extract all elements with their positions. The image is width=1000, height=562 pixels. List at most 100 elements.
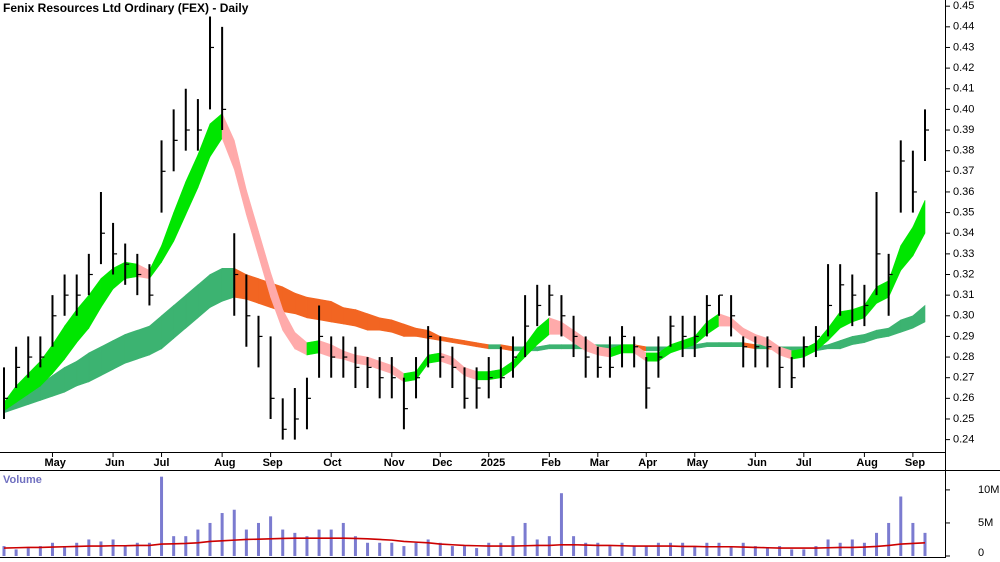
ribbon-segment	[100, 340, 114, 377]
volume-bar	[463, 546, 466, 556]
volume-bar	[208, 522, 212, 556]
volume-bar	[572, 536, 576, 556]
x-tick-label: Sep	[263, 457, 283, 469]
volume-bar	[487, 542, 491, 556]
volume-bar	[765, 548, 769, 556]
ribbon-segment	[124, 329, 138, 364]
volume-bar	[790, 549, 794, 556]
y-tick-label: 0.44	[953, 21, 974, 33]
volume-bar	[875, 532, 879, 556]
ribbon-segment	[221, 268, 235, 302]
volume-tick-label: 5M	[978, 517, 993, 529]
ribbon-segment	[88, 346, 102, 383]
y-tick-label: 0.36	[953, 186, 974, 198]
volume-bar	[99, 541, 103, 556]
volume-bar	[669, 542, 673, 556]
y-tick-label: 0.40	[953, 103, 974, 115]
ribbon-segment	[306, 340, 320, 356]
ribbon-segment	[597, 346, 611, 358]
volume-bar	[475, 548, 479, 556]
y-tick-label: 0.31	[953, 289, 974, 301]
volume-bar	[620, 542, 624, 556]
volume-bar	[656, 542, 660, 556]
volume-bar	[26, 548, 30, 556]
ribbon-segment	[561, 344, 574, 350]
volume-bar	[378, 542, 382, 556]
ribbon-segment	[209, 267, 223, 309]
volume-bar	[111, 539, 115, 556]
x-tick-label: Aug	[856, 457, 877, 469]
volume-bar	[523, 522, 527, 556]
x-tick-label: Dec	[432, 457, 452, 469]
ribbon-segment	[318, 298, 332, 323]
ribbon-segment	[912, 200, 926, 257]
volume-bar	[353, 536, 357, 556]
ribbon-segment	[791, 348, 805, 360]
volume-bar	[50, 542, 54, 556]
ribbon-segment	[355, 354, 368, 366]
volume-bar	[741, 542, 745, 556]
volume-bar	[899, 496, 903, 556]
volume-bar	[366, 542, 370, 556]
ribbon-segment	[379, 317, 393, 333]
ribbon-segment	[294, 292, 308, 319]
volume-bar	[293, 532, 297, 556]
ribbon-segment	[476, 371, 490, 381]
volume-bar	[644, 546, 648, 556]
volume-tick-label: 0	[978, 547, 984, 559]
volume-bar	[402, 546, 406, 556]
volume-bar	[317, 529, 321, 556]
y-tick-label: 0.37	[953, 165, 974, 177]
volume-bar	[305, 536, 309, 556]
ribbon-segment	[706, 342, 720, 348]
volume-bar	[584, 542, 588, 556]
y-tick-label: 0.39	[953, 124, 974, 136]
volume-title: Volume	[3, 474, 42, 486]
x-tick-label: Jul	[796, 457, 812, 469]
volume-bar	[38, 546, 42, 556]
volume-bar	[814, 546, 818, 556]
ribbon-segment	[912, 304, 926, 329]
volume-bar	[63, 546, 67, 556]
chart-title: Fenix Resources Ltd Ordinary (FEX) - Dai…	[3, 1, 249, 15]
y-tick-label: 0.42	[953, 62, 974, 74]
volume-bar	[596, 542, 600, 556]
ribbon-segment	[730, 342, 744, 348]
volume-bar	[499, 542, 503, 556]
volume-bar	[717, 542, 721, 556]
volume-bar	[559, 493, 563, 556]
y-tick-label: 0.30	[953, 310, 974, 322]
volume-bar	[135, 542, 139, 556]
volume-bar	[681, 542, 685, 556]
volume-bar	[838, 542, 842, 556]
volume-bar	[450, 546, 454, 556]
volume-bar	[729, 546, 733, 556]
volume-average	[3, 537, 926, 549]
ribbon-segment	[488, 344, 502, 350]
y-tick-label: 0.24	[953, 434, 974, 446]
x-tick-label: Mar	[590, 457, 610, 469]
volume-bar	[75, 542, 79, 556]
volume-bar	[535, 539, 539, 556]
volume-bar	[87, 539, 91, 556]
y-tick-label: 0.28	[953, 351, 974, 363]
y-tick-label: 0.41	[953, 83, 974, 95]
volume-bar	[632, 546, 636, 556]
volume-bar	[693, 546, 697, 556]
volume-tick-label: 10M	[978, 484, 999, 496]
x-tick-label: Jun	[105, 457, 125, 469]
volume-bar	[802, 549, 806, 556]
ribbon-segment	[645, 352, 659, 362]
x-tick-label: May	[44, 457, 66, 469]
ribbon-segment	[246, 274, 259, 304]
y-tick-label: 0.27	[953, 372, 974, 384]
x-tick-label: Apr	[638, 457, 658, 469]
volume-bar	[341, 522, 345, 556]
x-tick-label: Feb	[541, 457, 561, 469]
volume-bar	[862, 542, 866, 556]
volume-bar	[160, 476, 164, 556]
x-tick-label: May	[687, 457, 709, 469]
y-tick-label: 0.43	[953, 41, 974, 53]
